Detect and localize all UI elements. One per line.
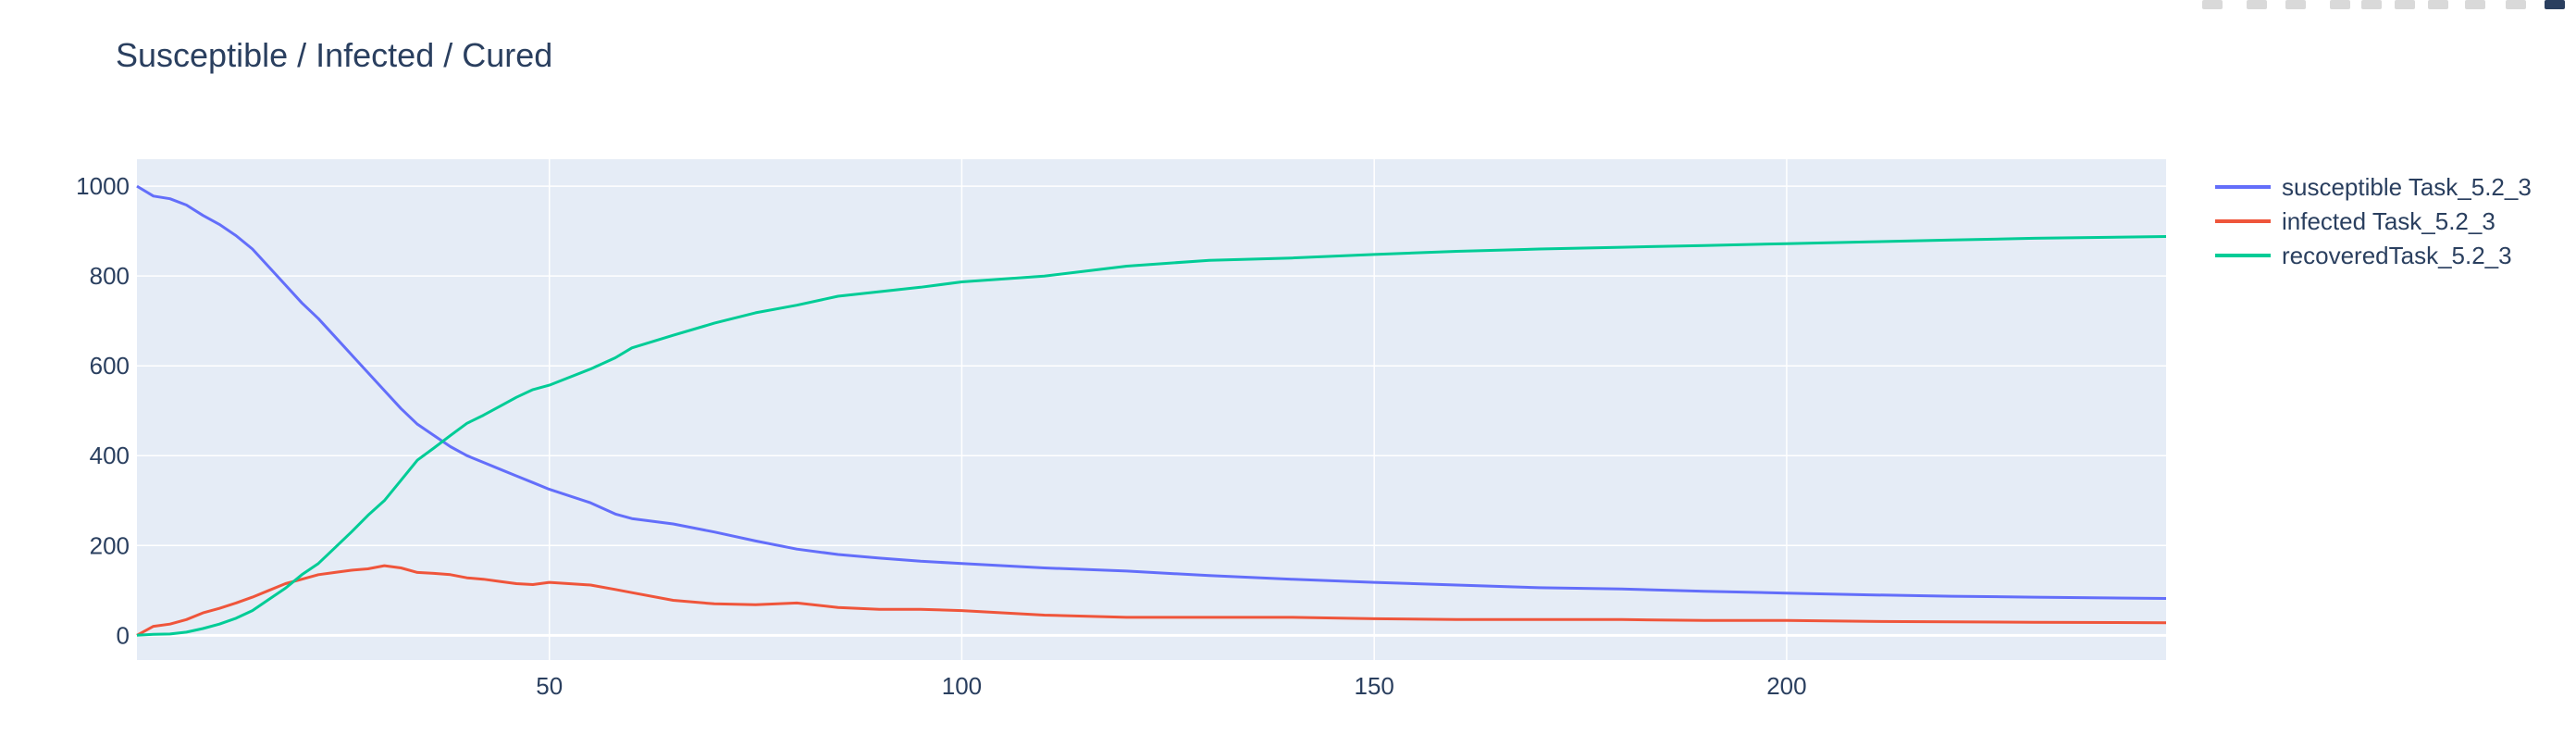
x-tick-label: 100 — [942, 672, 982, 700]
x-tick-label: 50 — [536, 672, 563, 700]
series-line-1[interactable] — [136, 564, 2167, 637]
legend-label: recoveredTask_5.2_3 — [2282, 242, 2512, 269]
chart-title: Susceptible / Infected / Cured — [116, 36, 552, 74]
y-tick-label: 200 — [90, 531, 130, 559]
axes: 0 200 400 600 800 1000 50 100 150 200 — [76, 172, 1806, 700]
series-line-0[interactable] — [136, 184, 2167, 600]
legend-item-2[interactable]: recoveredTask_5.2_3 — [2215, 242, 2512, 269]
box-select-icon[interactable] — [2330, 0, 2350, 9]
x-tick-label: 200 — [1766, 672, 1806, 700]
y-tick-label: 600 — [90, 352, 130, 380]
y-tick-label: 0 — [117, 621, 130, 649]
y-tick-label: 1000 — [76, 172, 130, 200]
zoom-out-icon[interactable] — [2428, 0, 2448, 9]
series-layer — [136, 184, 2167, 637]
reset-axes-icon[interactable] — [2506, 0, 2526, 9]
camera-icon[interactable] — [2202, 0, 2223, 9]
legend-label: susceptible Task_5.2_3 — [2282, 173, 2532, 201]
chart-modebar — [2021, 0, 2576, 13]
legend-item-1[interactable]: infected Task_5.2_3 — [2215, 207, 2496, 235]
x-tick-label: 150 — [1354, 672, 1393, 700]
legend-label: infected Task_5.2_3 — [2282, 207, 2496, 235]
zoom-icon[interactable] — [2247, 0, 2267, 9]
y-tick-label: 800 — [90, 262, 130, 290]
y-tick-label: 400 — [90, 442, 130, 469]
lasso-select-icon[interactable] — [2361, 0, 2382, 9]
plot-area — [137, 159, 2166, 660]
autoscale-icon[interactable] — [2465, 0, 2485, 9]
pan-icon[interactable] — [2285, 0, 2306, 9]
legend-item-0[interactable]: susceptible Task_5.2_3 — [2215, 173, 2532, 201]
series-line-2[interactable] — [136, 235, 2167, 637]
zoom-in-icon[interactable] — [2395, 0, 2415, 9]
plotly-logo-icon[interactable] — [2545, 0, 2565, 9]
legend[interactable]: susceptible Task_5.2_3 infected Task_5.2_… — [2215, 173, 2532, 269]
